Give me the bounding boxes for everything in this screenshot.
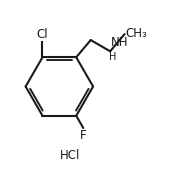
- Text: HCl: HCl: [60, 149, 80, 162]
- Text: CH₃: CH₃: [125, 27, 147, 40]
- Text: NH: NH: [111, 36, 129, 49]
- Text: Cl: Cl: [37, 28, 48, 41]
- Text: F: F: [80, 129, 87, 142]
- Text: H: H: [109, 52, 117, 62]
